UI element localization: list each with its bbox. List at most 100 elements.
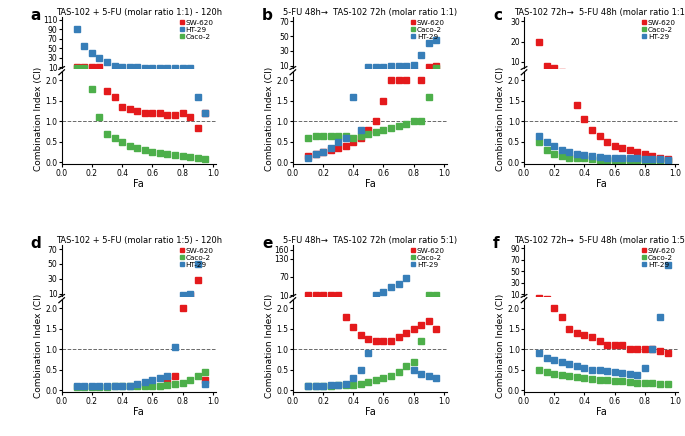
SW-620 (425, 64, 433, 69)
Y-axis label: Combination Index (CI): Combination Index (CI) (34, 294, 42, 399)
SW-620 (372, 339, 380, 344)
SW-620 (535, 295, 543, 300)
HT-29 (118, 384, 126, 389)
Line: HT-29: HT-29 (195, 94, 208, 116)
Caco-2 (595, 157, 603, 162)
HT-29 (118, 65, 126, 70)
SW-620 (304, 153, 312, 159)
HT-29 (648, 347, 656, 352)
HT-29 (625, 156, 634, 161)
Line: SW-620: SW-620 (343, 314, 439, 344)
SW-620 (140, 111, 149, 116)
Caco-2 (140, 147, 149, 153)
Caco-2 (633, 158, 641, 163)
Caco-2 (319, 133, 327, 138)
HT-29 (610, 156, 619, 161)
Caco-2 (648, 381, 656, 386)
Line: HT-29: HT-29 (74, 344, 208, 389)
Caco-2 (148, 384, 156, 389)
SW-620 (656, 156, 664, 161)
Text: a: a (31, 8, 41, 24)
Caco-2 (140, 384, 149, 389)
Title: TAS-102 72h→  5-FU 48h (molar ratio 1:1): TAS-102 72h→ 5-FU 48h (molar ratio 1:1) (514, 8, 685, 17)
HT-29 (163, 65, 171, 71)
HT-29 (194, 94, 202, 99)
Legend: SW-620, Caco-2, HT-29: SW-620, Caco-2, HT-29 (643, 247, 677, 269)
Caco-2 (118, 140, 126, 145)
Caco-2 (334, 133, 342, 138)
SW-620 (342, 314, 350, 319)
HT-29 (379, 290, 388, 295)
SW-620 (95, 65, 103, 70)
HT-29 (125, 65, 134, 70)
HT-29 (171, 65, 179, 71)
Caco-2 (349, 383, 358, 388)
HT-29 (73, 27, 81, 32)
HT-29 (580, 365, 588, 371)
HT-29 (410, 62, 418, 68)
Line: SW-620: SW-620 (104, 88, 208, 130)
Caco-2 (103, 131, 111, 136)
Caco-2 (364, 131, 373, 136)
HT-29 (417, 371, 425, 377)
SW-620 (633, 347, 641, 352)
Caco-2 (395, 123, 403, 128)
HT-29 (372, 293, 380, 298)
Caco-2 (80, 65, 88, 70)
HT-29 (565, 150, 573, 155)
Title: 5-FU 48h→  TAS-102 72h (molar ratio 5:1): 5-FU 48h→ TAS-102 72h (molar ratio 5:1) (283, 235, 457, 245)
Caco-2 (357, 382, 365, 387)
HT-29 (194, 261, 202, 266)
HT-29 (664, 157, 672, 162)
Caco-2 (543, 369, 551, 375)
Caco-2 (610, 157, 619, 163)
Line: HT-29: HT-29 (536, 314, 663, 378)
HT-29 (103, 60, 111, 65)
HT-29 (610, 369, 619, 375)
SW-620 (304, 293, 312, 298)
SW-620 (410, 326, 418, 331)
Caco-2 (171, 382, 179, 387)
Caco-2 (327, 384, 335, 389)
HT-29 (595, 154, 603, 160)
Text: c: c (493, 8, 502, 24)
Caco-2 (88, 385, 96, 390)
HT-29 (334, 140, 342, 145)
HT-29 (595, 367, 603, 372)
HT-29 (304, 384, 312, 389)
SW-620 (312, 293, 320, 298)
Caco-2 (80, 385, 88, 390)
Caco-2 (425, 94, 433, 99)
HT-29 (618, 371, 626, 376)
SW-620 (588, 127, 596, 132)
HT-29 (140, 65, 149, 70)
SW-620 (163, 378, 171, 383)
Caco-2 (425, 293, 433, 298)
Caco-2 (664, 382, 672, 387)
Caco-2 (625, 380, 634, 385)
X-axis label: Fa: Fa (364, 179, 375, 189)
HT-29 (73, 384, 81, 389)
HT-29 (618, 156, 626, 161)
Caco-2 (618, 379, 626, 384)
Line: Caco-2: Caco-2 (306, 338, 424, 389)
Line: HT-29: HT-29 (306, 94, 364, 161)
Caco-2 (163, 152, 171, 157)
HT-29 (80, 384, 88, 389)
HT-29 (140, 380, 149, 385)
HT-29 (155, 375, 164, 381)
SW-620 (432, 326, 440, 331)
SW-620 (395, 78, 403, 83)
HT-29 (432, 375, 440, 381)
Line: SW-620: SW-620 (536, 295, 549, 301)
Caco-2 (656, 381, 664, 386)
Caco-2 (95, 385, 103, 390)
SW-620 (194, 125, 202, 130)
SW-620 (379, 99, 388, 104)
X-axis label: Fa: Fa (596, 179, 606, 189)
SW-620 (155, 111, 164, 116)
SW-620 (395, 334, 403, 340)
Line: SW-620: SW-620 (411, 63, 439, 74)
SW-620 (664, 351, 672, 356)
HT-29 (550, 143, 558, 149)
